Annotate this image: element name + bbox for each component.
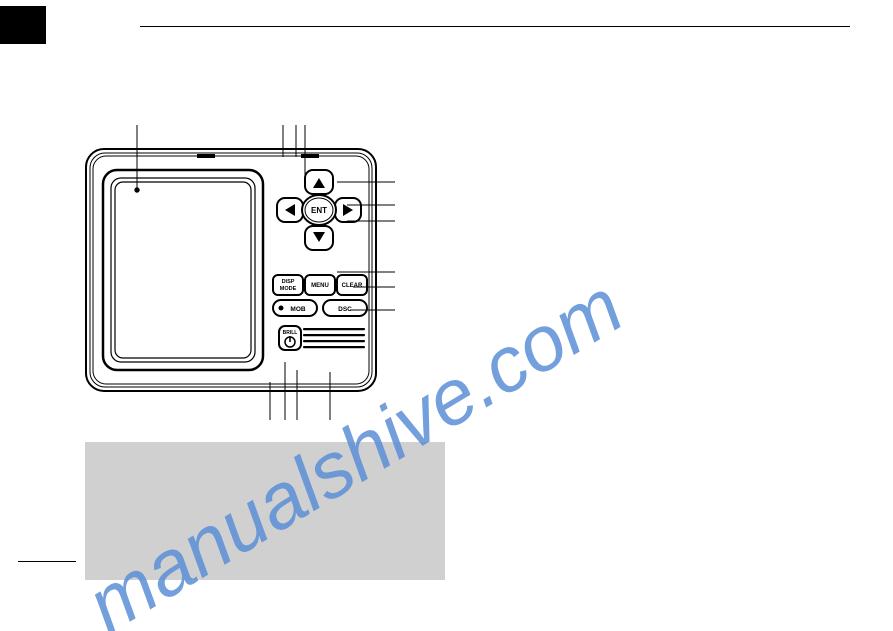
manual-page: { "page": { "black_tab": { "x": 0, "y": …: [0, 0, 893, 631]
note-box: [85, 442, 445, 580]
